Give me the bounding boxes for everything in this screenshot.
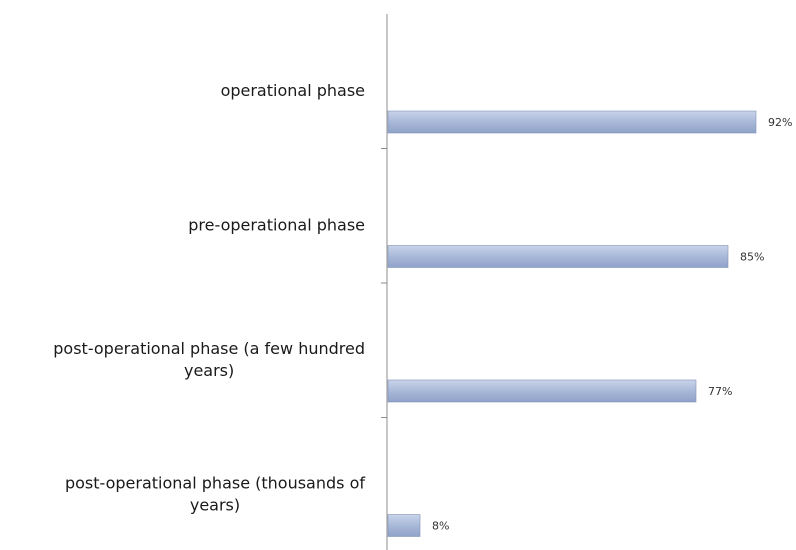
bar-3 bbox=[387, 514, 421, 537]
category-label-0: operational phase bbox=[221, 81, 365, 100]
category-label-3: post-operational phase (thousands of year… bbox=[65, 474, 365, 515]
category-label-2: post-operational phase (a few hundred yea… bbox=[53, 339, 365, 380]
value-label-2: 77% bbox=[708, 385, 732, 398]
bars-group bbox=[387, 110, 757, 537]
bar-1 bbox=[387, 245, 729, 268]
value-label-1: 85% bbox=[740, 251, 764, 264]
category-axis bbox=[381, 14, 388, 550]
bar-0 bbox=[387, 110, 757, 134]
value-label-0: 92% bbox=[768, 116, 792, 129]
value-label-3: 8% bbox=[432, 520, 449, 533]
category-label-1: pre-operational phase bbox=[188, 216, 365, 235]
labels-group: 92% operational phase 85% pre-operational p… bbox=[53, 81, 792, 533]
bar-2 bbox=[387, 379, 697, 403]
